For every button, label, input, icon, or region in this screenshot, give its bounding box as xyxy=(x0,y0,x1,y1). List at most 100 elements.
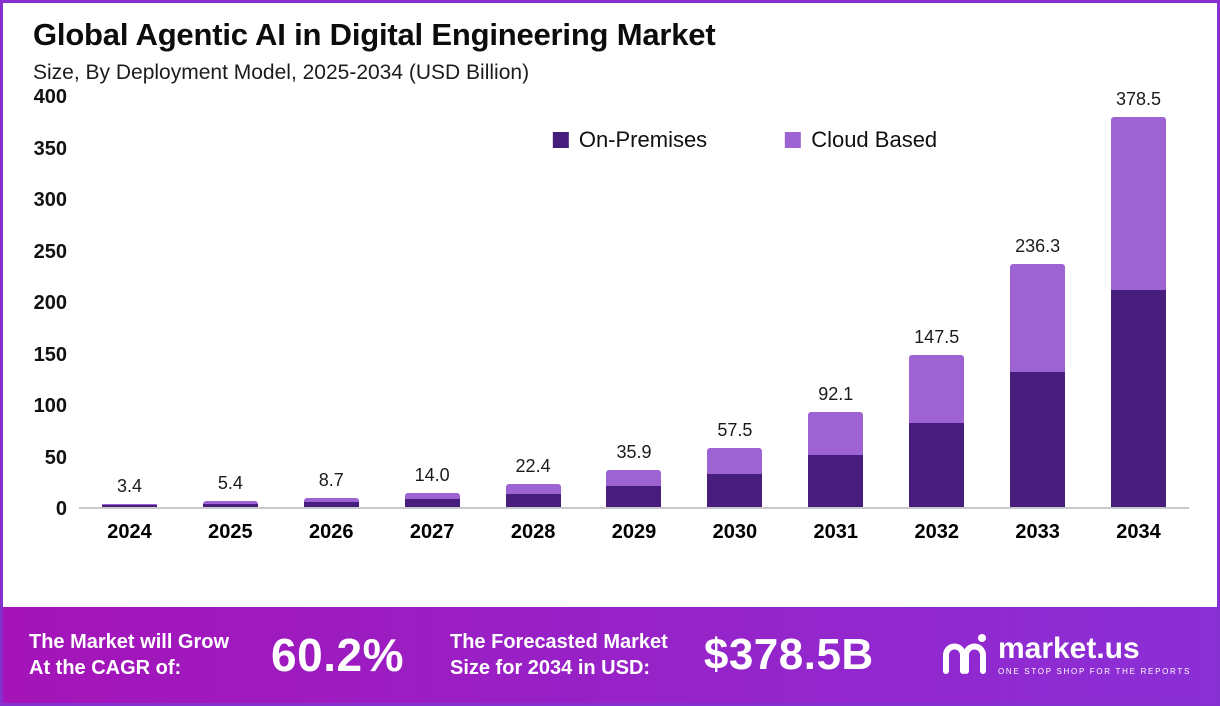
bar-total-label: 378.5 xyxy=(1115,89,1162,110)
bar-2028 xyxy=(505,483,561,507)
cagr-label-line1: The Market will Grow xyxy=(29,631,230,653)
legend-label-cloud-based: Cloud Based xyxy=(811,127,938,152)
segment-on-premises xyxy=(606,486,662,507)
header: Global Agentic AI in Digital Engineering… xyxy=(3,3,1217,85)
bar-slot-2032: 147.5 xyxy=(886,327,987,507)
legend-item-cloud-based: Cloud Based xyxy=(785,127,937,153)
y-tick-label: 50 xyxy=(44,446,67,469)
y-tick-label: 250 xyxy=(33,240,67,263)
bar-total-label: 22.4 xyxy=(515,455,551,476)
bar-slot-2026: 8.7 xyxy=(281,470,382,507)
market-us-logo-icon xyxy=(942,634,986,674)
segment-cloud-based xyxy=(303,498,359,502)
bar-slot-2029: 35.9 xyxy=(584,442,685,507)
x-tick-label: 2033 xyxy=(1015,521,1060,543)
x-tick-label: 2032 xyxy=(914,521,959,543)
bar-slot-2033: 236.3 xyxy=(987,236,1088,507)
y-tick-label: 200 xyxy=(33,292,67,314)
legend-label-on-premises: On-Premises xyxy=(578,127,708,152)
bar-2034 xyxy=(1111,117,1167,507)
segment-cloud-based xyxy=(202,501,258,504)
brand-text: market.us ONE STOP SHOP FOR THE REPORTS xyxy=(997,632,1191,677)
bar-total-label: 14.0 xyxy=(414,464,450,485)
y-tick-label: 150 xyxy=(33,343,67,366)
bar-total-label: 5.4 xyxy=(217,473,243,494)
brand-name: market.us xyxy=(997,632,1140,665)
y-axis: 0 50 100 150 200 250 300 350 400 xyxy=(17,86,79,520)
bars-row: 3.4 5.4 8.7 14.0 22.4 35.9 57.5 92.1 147.5 236.3 3… xyxy=(79,89,1189,507)
brand-logo: market.us ONE STOP SHOP FOR THE REPORTS xyxy=(940,631,1191,679)
bar-slot-2028: 22.4 xyxy=(483,456,584,507)
cagr-value: 60.2% xyxy=(271,629,404,681)
segment-on-premises xyxy=(1111,289,1167,507)
bar-total-label: 8.7 xyxy=(318,470,344,491)
bar-total-label: 236.3 xyxy=(1015,235,1061,256)
legend: On-Premises Cloud Based xyxy=(552,127,937,153)
bar-slot-2027: 14.0 xyxy=(382,465,483,507)
chart-title: Global Agentic AI in Digital Engineering… xyxy=(33,17,716,52)
bar-total-label: 3.4 xyxy=(116,475,142,496)
segment-cloud-based xyxy=(707,447,763,475)
chart: 0 50 100 150 200 250 300 350 400 On-Premises Clo… xyxy=(17,86,1189,520)
x-tick-label: 2026 xyxy=(309,521,354,543)
segment-on-premises xyxy=(909,423,965,507)
brand-tagline: ONE STOP SHOP FOR THE REPORTS xyxy=(997,667,1191,676)
segment-cloud-based xyxy=(1010,263,1066,372)
x-tick-label: 2028 xyxy=(510,521,556,543)
y-tick-label: 0 xyxy=(55,498,67,520)
bar-2025 xyxy=(202,501,258,507)
segment-on-premises xyxy=(1010,371,1066,507)
segment-cloud-based xyxy=(606,470,662,487)
forecast-value: $378.5B xyxy=(703,630,874,679)
segment-cloud-based xyxy=(808,412,864,455)
x-axis: 2024 2025 2026 2027 2028 2029 2030 2031 2032 2033… xyxy=(79,521,1189,544)
segment-on-premises xyxy=(505,494,561,507)
x-tick-label: 2027 xyxy=(409,521,455,543)
footer-banner: The Market will Grow At the CAGR of: 60.… xyxy=(3,607,1217,703)
cagr-label-line2: At the CAGR of: xyxy=(29,657,182,679)
x-tick-label: 2034 xyxy=(1116,521,1161,543)
segment-cloud-based xyxy=(101,503,157,506)
bar-total-label: 35.9 xyxy=(616,442,652,463)
bar-slot-2031: 92.1 xyxy=(785,384,886,507)
bar-2026 xyxy=(303,498,359,507)
legend-swatch-on-premises xyxy=(552,132,569,148)
legend-item-on-premises: On-Premises xyxy=(552,127,708,153)
bar-2030 xyxy=(707,447,763,507)
bar-total-label: 57.5 xyxy=(717,419,753,440)
x-tick-label: 2024 xyxy=(107,521,152,543)
bar-2031 xyxy=(808,412,864,507)
plot-area: On-Premises Cloud Based 3.4 5.4 8.7 14.0 22.… xyxy=(79,89,1189,509)
x-tick-label: 2025 xyxy=(208,521,253,543)
y-tick-label: 400 xyxy=(33,86,67,108)
legend-swatch-cloud-based xyxy=(785,132,802,148)
bar-slot-2034: 378.5 xyxy=(1088,89,1189,507)
bar-2027 xyxy=(404,492,460,507)
y-tick-label: 350 xyxy=(33,137,67,160)
y-tick-label: 100 xyxy=(33,395,67,417)
bar-slot-2025: 5.4 xyxy=(180,473,281,507)
forecast-label: The Forecasted Market Size for 2034 in U… xyxy=(450,629,668,681)
segment-on-premises xyxy=(303,501,359,507)
chart-subtitle: Size, By Deployment Model, 2025-2034 (US… xyxy=(33,61,530,84)
forecast-label-line2: Size for 2034 in USD: xyxy=(449,657,651,679)
bar-2024 xyxy=(101,503,157,507)
bar-total-label: 147.5 xyxy=(914,327,960,348)
segment-on-premises xyxy=(202,503,258,507)
segment-on-premises xyxy=(101,505,157,507)
x-tick-label: 2031 xyxy=(813,521,859,543)
x-tick-label: 2029 xyxy=(611,521,657,543)
segment-cloud-based xyxy=(404,492,460,499)
segment-on-premises xyxy=(808,455,864,507)
segment-on-premises xyxy=(707,474,763,507)
x-tick-label: 2030 xyxy=(712,521,758,543)
segment-cloud-based xyxy=(909,355,965,424)
bar-slot-2024: 3.4 xyxy=(79,476,180,507)
forecast-label-line1: The Forecasted Market xyxy=(449,631,668,653)
bar-total-label: 92.1 xyxy=(818,384,854,405)
y-tick-label: 300 xyxy=(33,189,67,211)
bar-2029 xyxy=(606,470,662,507)
bar-slot-2030: 57.5 xyxy=(684,420,785,507)
bar-2032 xyxy=(909,355,965,507)
